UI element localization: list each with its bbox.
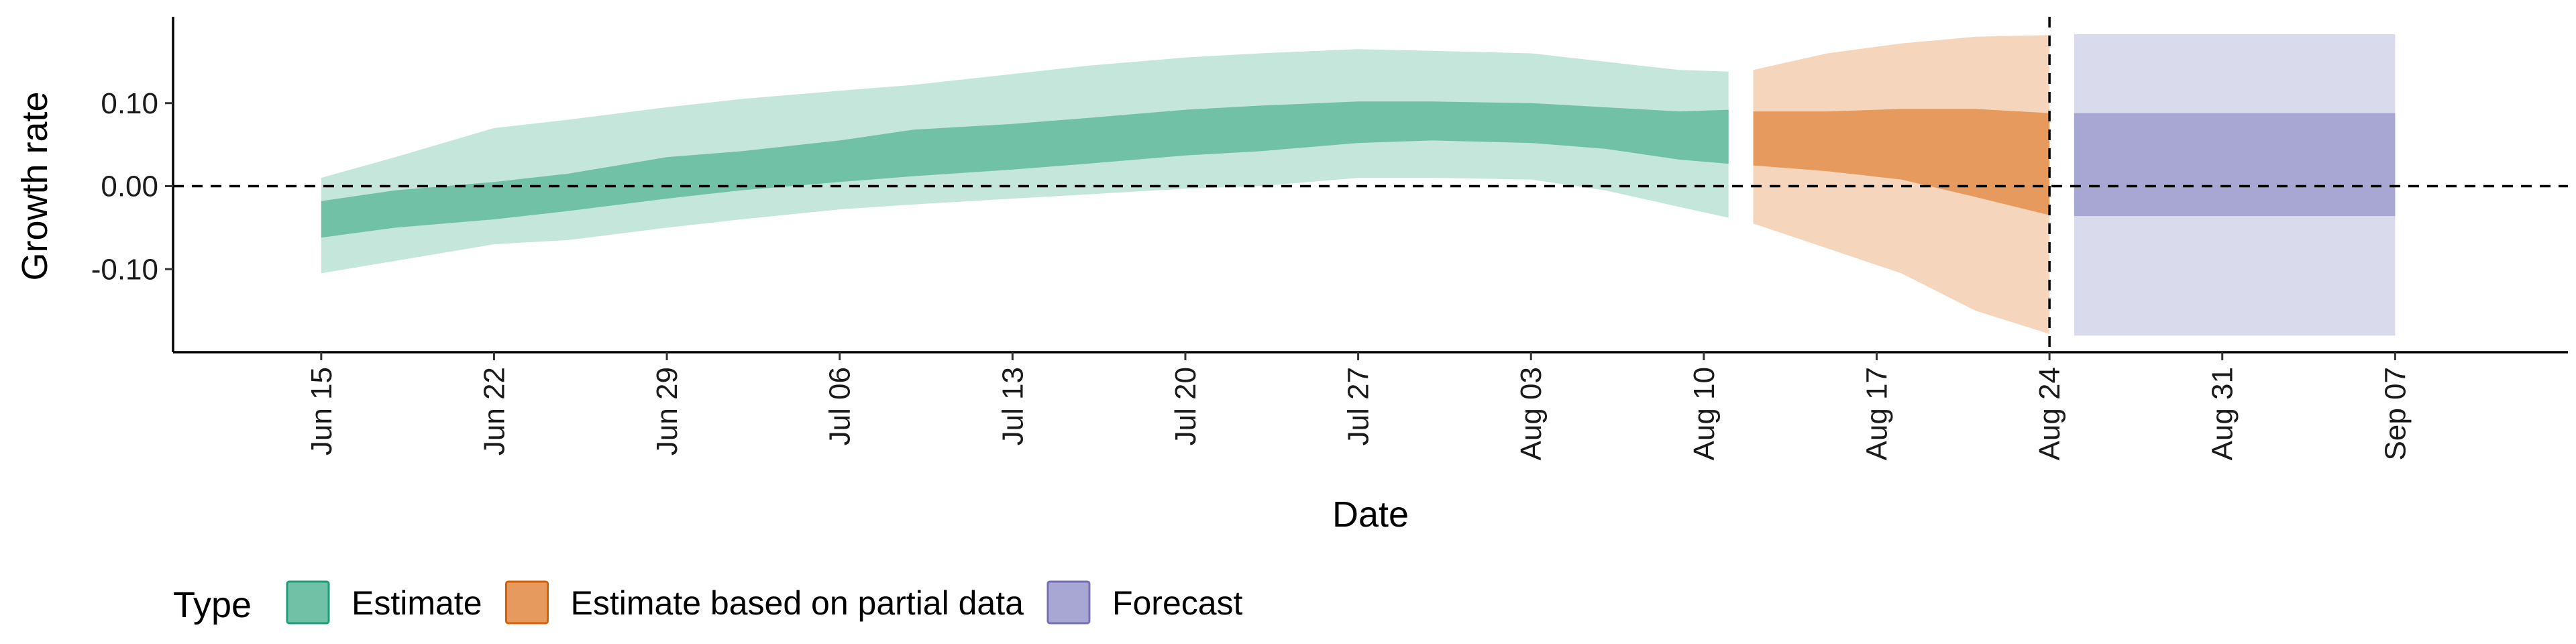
estimate-inner-band: [321, 101, 1729, 238]
x-tick-label: Jun 22: [478, 367, 511, 455]
x-tick-label: Jul 06: [824, 367, 857, 445]
legend-swatch-forecast: [1046, 580, 1091, 625]
forecast-inner-band: [2074, 113, 2396, 217]
legend-label-estimate: Estimate: [352, 584, 482, 622]
legend-swatch-estimate-based-on-partial-data: [505, 580, 549, 625]
x-tick-label: Aug 10: [1688, 367, 1721, 460]
x-tick-label: Aug 17: [1860, 367, 1893, 460]
x-axis-title: Date: [1332, 494, 1409, 535]
x-tick-label: Jul 13: [996, 367, 1029, 445]
axes: [165, 17, 2568, 360]
x-tick-label: Jun 29: [651, 367, 684, 455]
x-tick-label: Jun 15: [305, 367, 338, 455]
y-axis-title: Growth rate: [15, 91, 55, 280]
estimate-based-on-partial-data-inner-band: [1753, 109, 2050, 215]
x-tick-label: Jul 20: [1169, 367, 1202, 445]
tick-labels: -0.10 0.00 0.10 Jun 15 Jun 22 Jun 29 Jul 06 Jul…: [91, 87, 2412, 461]
y-tick-label: -0.10: [91, 253, 158, 286]
legend-label-estimate-based-on-partial-data: Estimate based on partial data: [571, 584, 1024, 622]
x-tick-label: Aug 24: [2033, 367, 2066, 460]
x-tick-label: Aug 31: [2206, 367, 2239, 460]
legend-label-forecast: Forecast: [1112, 584, 1243, 622]
x-tick-label: Aug 03: [1515, 367, 1548, 460]
band-layer: [321, 34, 2396, 336]
y-tick-label: 0.10: [101, 87, 158, 120]
legend-title: Type: [173, 585, 252, 625]
y-tick-label: 0.00: [101, 170, 158, 203]
legend: Type Estimate Estimate based on partial d…: [173, 580, 1243, 625]
x-tick-label: Jul 27: [1342, 367, 1375, 445]
reference-lines: [173, 17, 2568, 352]
x-tick-label: Sep 07: [2379, 367, 2412, 460]
legend-swatch-estimate: [286, 580, 330, 625]
